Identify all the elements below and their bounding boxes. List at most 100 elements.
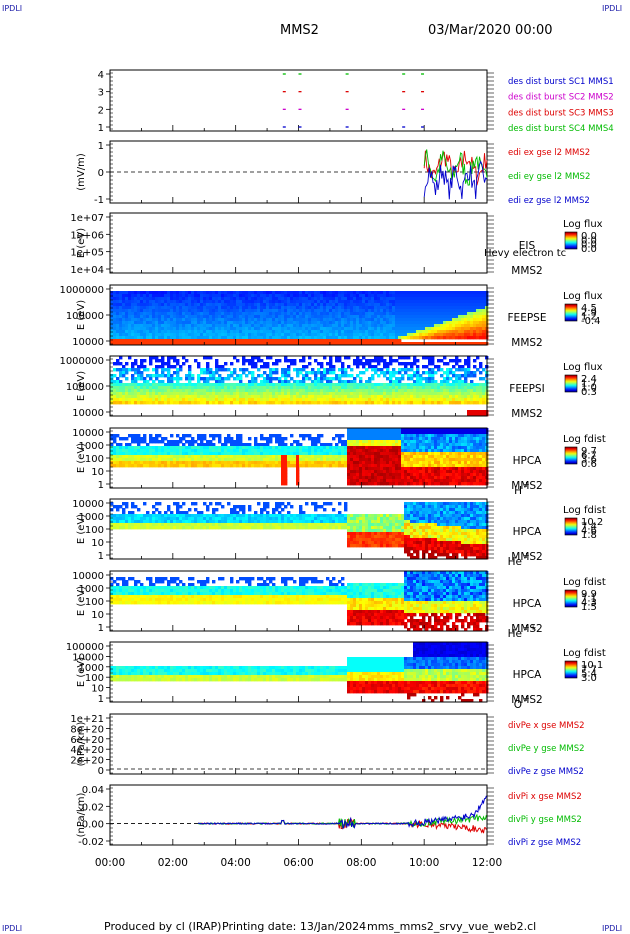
feepse-panel-cell: [287, 297, 291, 301]
feepse-panel-cell: [275, 294, 279, 298]
feepsi-panel-cell: [380, 395, 384, 399]
hpca-h-panel-cell: [203, 437, 207, 441]
feepse-panel-cell: [371, 297, 375, 301]
feepsi-panel-cell: [326, 383, 330, 387]
feepse-panel-cell: [209, 330, 213, 334]
feepse-panel-cell: [278, 327, 282, 331]
feepsi-panel-cell: [470, 392, 474, 396]
feepsi-panel-cell: [137, 383, 141, 387]
hpca-h-panel-cell: [257, 443, 261, 447]
feepsi-panel-cell: [482, 368, 486, 372]
feepse-panel-cell: [350, 333, 354, 337]
feepsi-panel-cell: [482, 398, 486, 402]
feepsi-panel-cell: [305, 401, 309, 405]
feepse-panel-cell: [314, 309, 318, 313]
feepse-panel-cell: [185, 321, 189, 325]
feepse-panel-cell: [185, 303, 189, 307]
feepse-panel-ylabel: E (eV): [76, 300, 87, 330]
hpca-h-panel-cell: [245, 446, 249, 450]
feepse-panel-cell: [374, 321, 378, 325]
feepsi-panel-cell: [158, 398, 162, 402]
feepse-panel-cell: [242, 339, 246, 343]
feepsi-panel-cell: [311, 386, 315, 390]
feepse-panel-cell: [335, 303, 339, 307]
feepsi-panel-cell: [272, 383, 276, 387]
feepsi-panel-cell: [173, 371, 177, 375]
feepsi-panel-cell: [356, 389, 360, 393]
hpca-h-panel-cell: [182, 464, 186, 468]
feepse-panel-cell: [278, 336, 282, 340]
feepse-panel-cell: [140, 291, 144, 295]
feepsi-panel-cell: [155, 368, 159, 372]
feepsi-panel-cell: [284, 371, 288, 375]
hpca-h-panel-cell: [182, 458, 186, 462]
feepsi-panel-cell: [329, 383, 333, 387]
feepse-panel-cell: [398, 321, 402, 325]
feepse-panel-cell: [227, 312, 231, 316]
feepse-panel-cell: [461, 336, 465, 340]
feepse-panel-cell: [248, 333, 252, 337]
feepsi-panel-cell: [389, 389, 393, 393]
feepse-panel-cell: [227, 306, 231, 310]
feepse-panel-cell: [416, 306, 420, 310]
feepsi-panel-cell: [116, 386, 120, 390]
feepse-panel-cell: [224, 315, 228, 319]
feepse-panel-cell: [347, 303, 351, 307]
feepsi-panel-cell: [260, 401, 264, 405]
feepsi-panel-cell: [227, 401, 231, 405]
hpca-h-panel-cell: [374, 464, 378, 468]
feepsi-panel-cell: [113, 398, 117, 402]
hpca-h-panel-cell: [176, 443, 180, 447]
feepse-panel-cell: [356, 300, 360, 304]
feepse-panel-cell: [311, 315, 315, 319]
feepsi-panel-cell: [188, 389, 192, 393]
feepsi-panel-cell: [206, 377, 210, 381]
feepse-panel-cell: [476, 297, 480, 301]
feepsi-panel-cell: [335, 377, 339, 381]
feepse-panel-cell: [110, 297, 114, 301]
hpca-h-panel-cell: [242, 461, 246, 465]
hpca-h-panel-cell: [227, 446, 231, 450]
feepse-panel-cell: [434, 291, 438, 295]
feepse-panel-cell: [245, 315, 249, 319]
feepsi-panel-cell: [230, 371, 234, 375]
eis-panel-frame: [109, 212, 488, 274]
feepse-panel-cell: [356, 303, 360, 307]
feepsi-panel-cell: [458, 380, 462, 384]
feepse-panel-cell: [281, 297, 285, 301]
feepse-panel-cell: [308, 318, 312, 322]
hpca-h-panel-cell: [176, 455, 180, 459]
feepse-panel-cell: [368, 306, 372, 310]
feepse-panel-cell: [374, 297, 378, 301]
feepse-panel-cell: [191, 303, 195, 307]
feepse-panel-cell: [116, 327, 120, 331]
feepse-panel-cell: [137, 300, 141, 304]
feepse-panel-cell: [260, 324, 264, 328]
feepse-panel-cell: [431, 303, 435, 307]
feepse-panel-cell: [290, 303, 294, 307]
feepse-panel-instrument-label: FEEPSE: [508, 312, 547, 324]
feepse-panel-cell: [326, 339, 330, 343]
hpca-h-panel-cell: [263, 446, 267, 450]
feepse-panel-cell: [179, 324, 183, 328]
feepse-panel-cell: [341, 300, 345, 304]
feepsi-panel-cell: [332, 401, 336, 405]
feepsi-panel-cell: [197, 395, 201, 399]
feepsi-panel-cell: [446, 374, 450, 378]
hpca-h-panel-cell: [245, 449, 249, 453]
feepse-panel-cell: [443, 291, 447, 295]
feepse-panel-cell: [248, 312, 252, 316]
feepse-panel-cell: [269, 342, 273, 346]
hpca-h-panel-cell: [284, 452, 288, 456]
hpca-h-panel-cell: [350, 473, 354, 477]
feepse-panel-cell: [353, 330, 357, 334]
feepse-panel-cell: [383, 342, 387, 346]
feepsi-panel-cell: [122, 395, 126, 399]
hpca-h-panel-cell: [194, 455, 198, 459]
hpca-h-panel-cell: [242, 458, 246, 462]
feepsi-panel-cell: [410, 392, 414, 396]
feepse-panel-cell: [212, 324, 216, 328]
feepsi-panel-cell: [398, 380, 402, 384]
feepse-panel-colorbar-tick: 2.9: [581, 307, 597, 318]
feepse-panel-cell: [320, 306, 324, 310]
